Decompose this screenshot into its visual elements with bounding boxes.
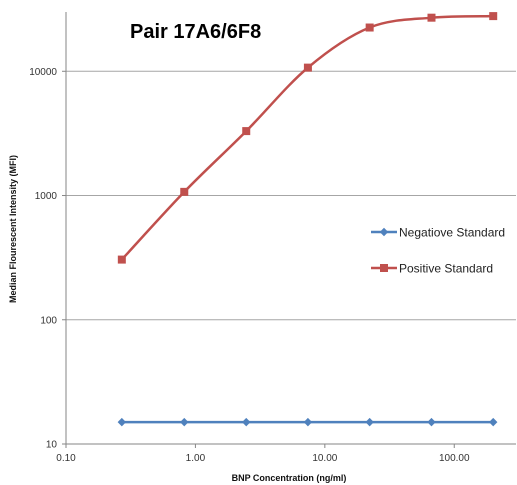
data-point	[303, 63, 312, 72]
x-tick-label: 1.00	[186, 453, 206, 464]
legend-item: Positive Standard	[371, 262, 493, 276]
legend-swatch-marker	[379, 227, 389, 237]
data-point	[303, 417, 313, 427]
y-tick-label: 10	[46, 440, 58, 451]
y-tick-label: 100	[40, 315, 57, 326]
data-point	[489, 417, 498, 427]
legend-item: Negatiove Standard	[371, 226, 505, 240]
data-point	[365, 23, 374, 32]
data-point	[242, 417, 251, 427]
data-point	[489, 12, 498, 21]
series-1	[117, 417, 498, 427]
y-tick-label: 10000	[29, 67, 57, 78]
data-point	[427, 13, 436, 22]
legend-label: Negatiove Standard	[399, 226, 505, 240]
data-point	[365, 417, 374, 427]
x-axis-label: BNP Concentration (ng/ml)	[232, 473, 347, 483]
y-tick-labels: 10 100 1000 10000	[29, 67, 66, 451]
data-point	[117, 417, 127, 427]
x-tick-label: 10.00	[312, 453, 337, 464]
data-point	[180, 187, 189, 196]
data-point	[242, 127, 251, 136]
x-tick-label: 0.10	[56, 453, 76, 464]
chart-title: Pair 17A6/6F8	[130, 21, 261, 43]
x-tick-label: 100.00	[439, 453, 470, 464]
y-tick-label: 1000	[35, 191, 58, 202]
series-layer	[117, 12, 498, 427]
data-point	[117, 255, 126, 264]
grid-lines	[66, 70, 516, 321]
x-tick-labels: 0.10 1.00 10.00 100.00	[56, 444, 470, 464]
data-point	[427, 417, 436, 427]
legend: Negatiove Standard Positive Standard	[371, 226, 505, 276]
legend-label: Positive Standard	[399, 262, 493, 276]
series-2	[117, 12, 498, 264]
y-axis-label: Median Flourescent Intensity (MFI)	[8, 155, 18, 303]
data-point	[180, 417, 189, 427]
legend-swatch-marker	[380, 264, 388, 272]
